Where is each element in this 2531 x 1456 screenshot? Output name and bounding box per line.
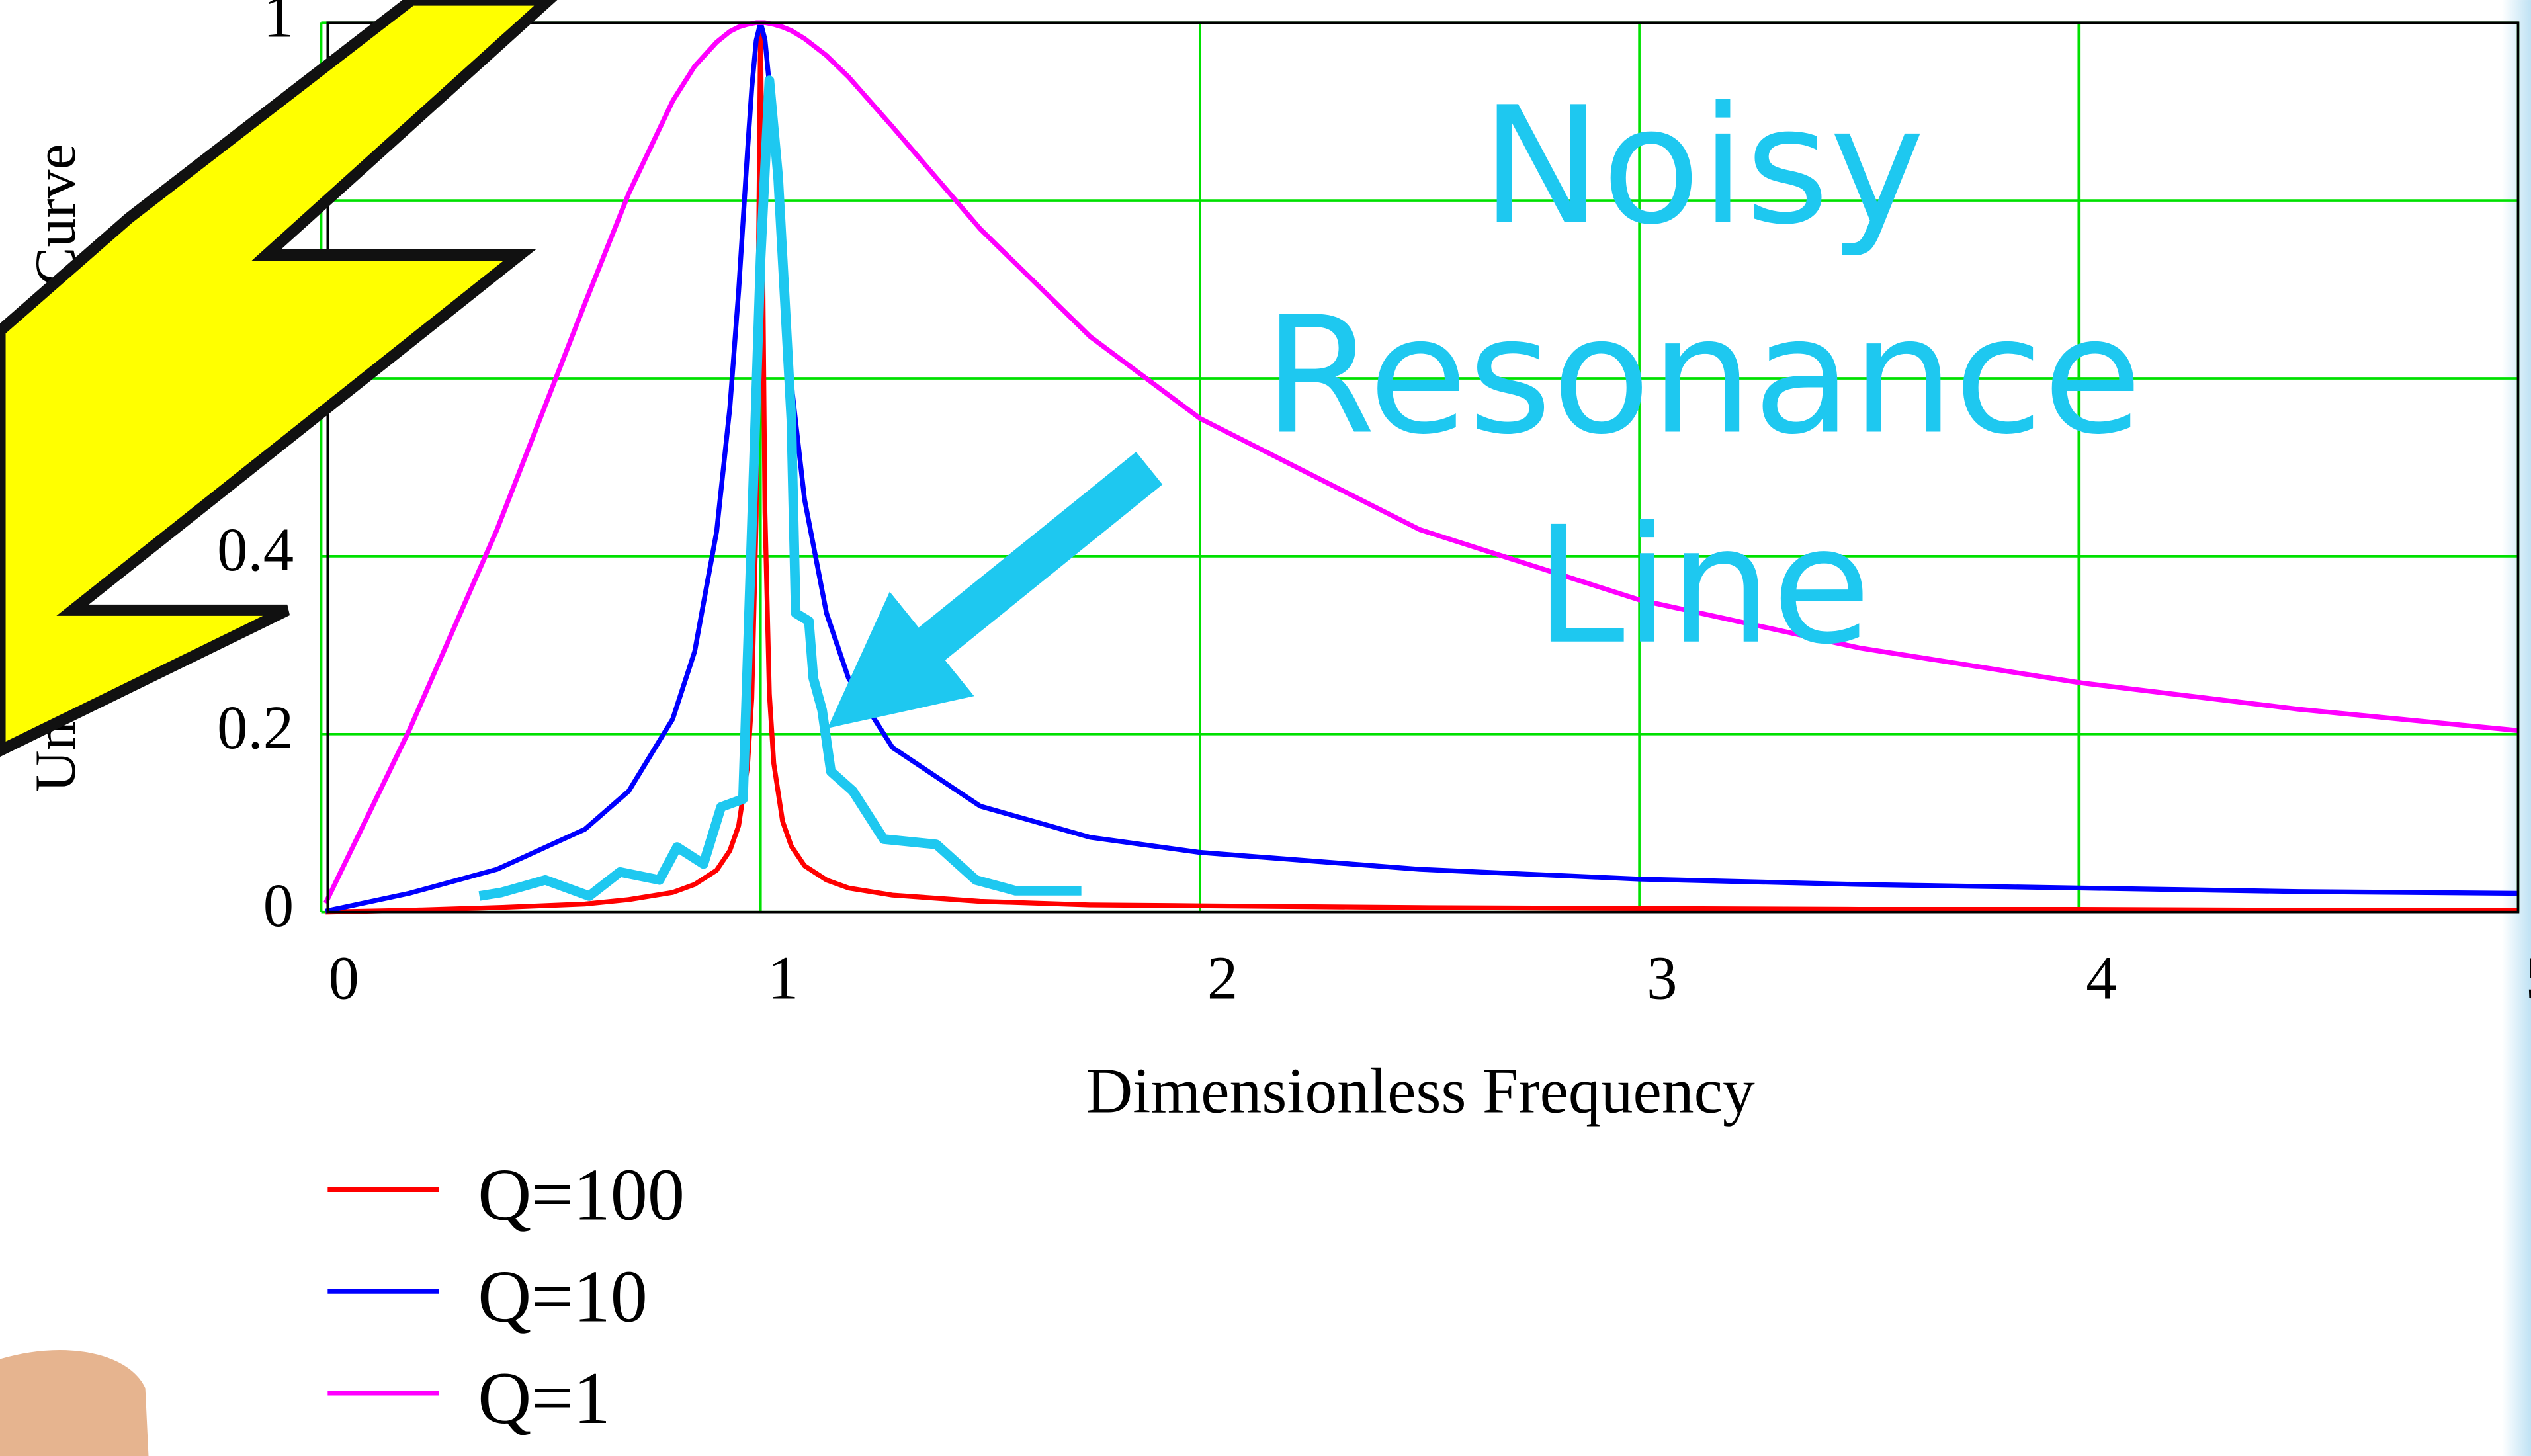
y-tick-label: 0.4: [217, 516, 294, 584]
y-tick-label: 0.2: [217, 694, 294, 762]
hand: [0, 1349, 149, 1456]
x-tick-label: 4: [2086, 945, 2116, 1013]
plot-frame: [326, 21, 2520, 914]
y-tick-label: 0: [263, 872, 294, 940]
x-tick-label: 3: [1647, 945, 1677, 1013]
noisy-line: [478, 75, 1082, 901]
x-tick-label: 5: [2525, 945, 2531, 1013]
x-tick-label: 1: [768, 945, 798, 1013]
legend-label: Q=100: [478, 1154, 685, 1236]
annotation-text: Noisy: [1481, 72, 1925, 260]
lightning-bolt: [0, 0, 558, 757]
x-axis-label: Dimensionless Frequency: [1086, 1056, 1755, 1127]
annotation-text: Resonance: [1264, 282, 2142, 470]
series-line: [325, 20, 2518, 915]
legend: Q=100 Q=10 Q=1: [327, 1154, 685, 1439]
x-tick-label: 0: [329, 945, 359, 1013]
annotation-arrow: [827, 451, 1163, 728]
legend-label: Q=1: [478, 1357, 610, 1439]
x-tick-label: 2: [1207, 945, 1238, 1013]
series-line: [323, 20, 2518, 904]
legend-label: Q=10: [478, 1256, 648, 1338]
annotation: Noisy Resonance Line: [478, 72, 2142, 901]
y-tick-label: 1: [263, 0, 294, 50]
annotation-text: Line: [1535, 492, 1871, 680]
